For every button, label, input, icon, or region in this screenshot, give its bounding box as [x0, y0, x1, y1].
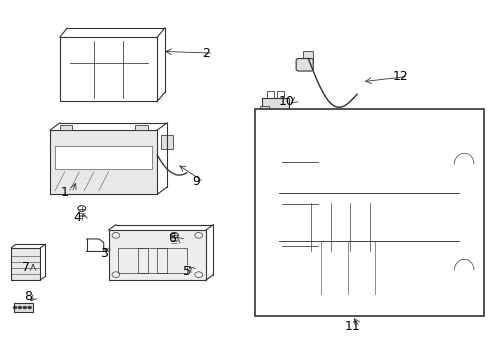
- Circle shape: [13, 306, 17, 309]
- Bar: [318, 294, 324, 301]
- Bar: [60, 125, 72, 130]
- Text: 10: 10: [278, 95, 294, 108]
- Text: 7: 7: [22, 261, 30, 274]
- Bar: [109, 230, 206, 280]
- Circle shape: [18, 306, 22, 309]
- FancyBboxPatch shape: [296, 59, 313, 71]
- Text: 1: 1: [61, 186, 69, 199]
- Bar: [367, 195, 373, 203]
- Bar: [135, 125, 147, 130]
- Text: 8: 8: [24, 289, 32, 303]
- Bar: [255, 109, 484, 316]
- Bar: [157, 248, 187, 273]
- Bar: [270, 199, 282, 208]
- Circle shape: [28, 306, 31, 309]
- Text: 2: 2: [202, 47, 210, 60]
- Bar: [262, 98, 289, 112]
- Bar: [55, 146, 152, 168]
- Bar: [303, 51, 313, 62]
- Bar: [372, 294, 377, 301]
- Text: 6: 6: [168, 233, 176, 246]
- Bar: [270, 242, 282, 251]
- Bar: [50, 130, 157, 194]
- Text: 12: 12: [393, 70, 409, 83]
- Bar: [345, 294, 351, 301]
- Bar: [60, 37, 157, 102]
- Circle shape: [23, 306, 27, 309]
- Bar: [328, 195, 334, 203]
- Bar: [277, 91, 284, 98]
- Text: 5: 5: [183, 265, 191, 278]
- Text: 4: 4: [73, 211, 81, 224]
- Text: 9: 9: [193, 175, 200, 188]
- Bar: [450, 191, 469, 212]
- Bar: [118, 248, 147, 273]
- Bar: [267, 91, 274, 98]
- Bar: [138, 248, 167, 273]
- Text: 11: 11: [344, 320, 360, 333]
- Bar: [308, 195, 314, 203]
- Bar: [347, 195, 353, 203]
- Bar: [260, 106, 269, 115]
- Bar: [270, 157, 282, 166]
- Text: 3: 3: [100, 247, 108, 260]
- Bar: [14, 303, 33, 312]
- Bar: [11, 248, 40, 280]
- Bar: [161, 135, 173, 149]
